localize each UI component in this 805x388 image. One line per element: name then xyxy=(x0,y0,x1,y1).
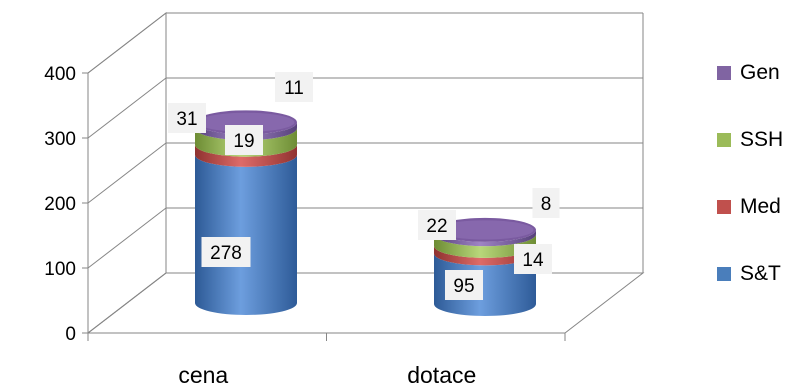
y-tick-label: 300 xyxy=(44,129,76,150)
data-label: 31 xyxy=(176,109,197,130)
x-category-label: cena xyxy=(178,362,228,388)
cylinder-segment-st-cena xyxy=(195,155,297,315)
legend-swatch-gen xyxy=(717,66,731,80)
gridline-side xyxy=(88,208,166,268)
legend-swatch-st xyxy=(717,267,731,281)
legend-label-st: S&T xyxy=(740,262,781,285)
data-label: 14 xyxy=(522,250,544,271)
data-label: 278 xyxy=(210,243,242,264)
legend-label-ssh: SSH xyxy=(740,128,783,151)
y-tick-label: 200 xyxy=(44,194,76,215)
y-tick-label: 100 xyxy=(44,259,76,280)
legend-label-gen: Gen xyxy=(740,61,780,84)
y-tick-label: 400 xyxy=(44,64,76,85)
legend-swatch-ssh xyxy=(717,133,731,147)
data-label: 22 xyxy=(426,216,447,237)
x-category-label: dotace xyxy=(407,362,476,388)
chart-legend: Gen SSH Med S&T xyxy=(717,61,783,285)
data-label: 95 xyxy=(453,276,474,297)
gridline-side xyxy=(88,143,166,203)
legend-swatch-med xyxy=(717,200,731,214)
gridline-side xyxy=(88,78,166,138)
y-tick-label: 0 xyxy=(65,324,76,345)
data-label: 19 xyxy=(233,131,254,152)
gridline-side xyxy=(88,13,166,73)
chart-marks: 278 19 31 11 95 14 22 8 xyxy=(168,72,560,316)
floor xyxy=(88,273,643,333)
legend-label-med: Med xyxy=(740,195,781,218)
data-label: 8 xyxy=(541,194,552,215)
data-label: 11 xyxy=(284,78,304,99)
